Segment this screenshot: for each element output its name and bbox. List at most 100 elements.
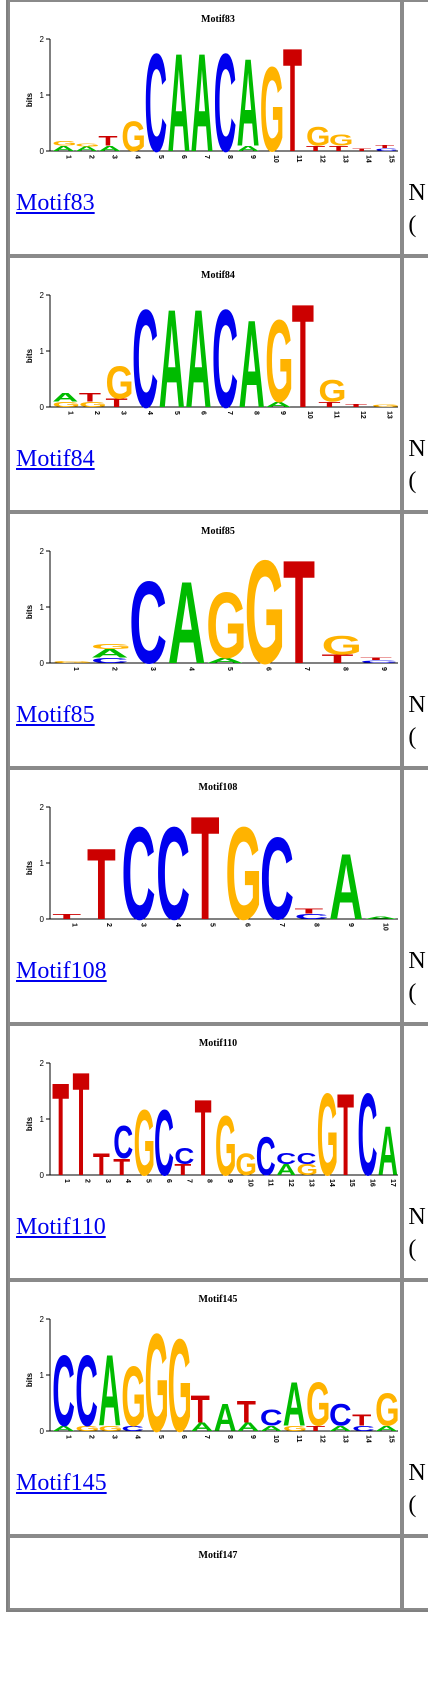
- logo-letter-a: A: [185, 280, 211, 422]
- logo-letter-a: A: [283, 1370, 306, 1439]
- motif-logo-cell: Motif108 0 1 2 bits T 1 T 2 C 3 C 4 T 5 G 6 C 7 C T 8 A 9 A 10 Mot…: [8, 768, 402, 1024]
- x-tick-label: 9: [279, 411, 286, 415]
- logo-letter-c: C: [154, 1091, 174, 1190]
- motif-logo-cell: Motif84 0 1 2 bits G A 1 G T 2 T G 3 C 4 A 5 A 6 C 7 A 8 A G 9 T 10 T…: [8, 256, 402, 512]
- motif-link[interactable]: Motif110: [16, 1214, 106, 1241]
- logo-letter-c: C: [113, 1117, 133, 1169]
- x-tick-label: 13: [307, 1179, 314, 1187]
- motif-info-cell: N(: [402, 0, 428, 256]
- x-tick-label: 6: [165, 1179, 172, 1183]
- logo-letter-t: T: [93, 1148, 110, 1183]
- y-axis-label: bits: [25, 860, 34, 875]
- y-tick-label: 1: [40, 91, 45, 100]
- logo-letter-g: G: [235, 1148, 257, 1183]
- motif-logo-cell: Motif83 0 1 2 bits A G 1 A G 2 A T 3 G 4 C 5 A 6 A 7 C 8 A A 9 G 10 T…: [8, 0, 402, 256]
- motif-link[interactable]: Motif85: [16, 702, 95, 729]
- logo-letter-a: A: [159, 280, 185, 422]
- logo-letter-t: T: [352, 1412, 371, 1429]
- logo-letter-c: C: [357, 1069, 377, 1190]
- logo-letter-a: A: [98, 1334, 121, 1446]
- logo-letter-a: A: [237, 34, 260, 166]
- logo-letter-a: A: [52, 391, 78, 404]
- x-tick-label: 7: [203, 1435, 210, 1439]
- motif-row: Motif84 0 1 2 bits G A 1 G T 2 T G 3 C 4 A 5 A 6 C 7 A 8 A G 9 T 10 T…: [8, 256, 428, 512]
- motif-row: Motif145 0 1 2 bits A C 1 G C 2 G A 3 C G 4 G 5 G 6 A T 7 A 8 A T 9 A…: [8, 1280, 428, 1536]
- logo-letter-g: G: [321, 630, 362, 661]
- motif-info-cell: N(: [402, 512, 428, 768]
- x-tick-label: 7: [226, 411, 233, 415]
- motif-row: Motif83 0 1 2 bits A G 1 A G 2 A T 3 G 4 C 5 A 6 A 7 C 8 A A 9 G 10 T…: [8, 0, 428, 256]
- x-tick-label: 5: [145, 1179, 152, 1183]
- x-tick-label: 17: [389, 1179, 396, 1187]
- logo-letter-a: A: [364, 916, 398, 920]
- x-tick-label: 1: [70, 923, 77, 927]
- logo-letter-t: T: [295, 906, 324, 915]
- logo-letter-g: G: [317, 1069, 339, 1190]
- logo-letter-g: G: [329, 132, 353, 149]
- x-tick-label: 4: [134, 1435, 141, 1439]
- sequence-logo-svg: Motif147: [18, 1544, 400, 1702]
- logo-letter-t: T: [52, 1057, 69, 1190]
- sequence-logo-svg: Motif84012bitsGA1GT2TG3 C4 A5 A6 C7 A8AG9 T10T…: [18, 264, 400, 422]
- logo-letter-t: T: [52, 912, 81, 921]
- motif-link[interactable]: Motif83: [16, 190, 95, 217]
- y-tick-label: 2: [40, 291, 45, 300]
- clipped-info-line-2: (: [408, 977, 425, 1009]
- motif-logo-cell: Motif85 0 1 2 bits G 1 C A G 2 C 3 A 4 A G 5 G 6 T 7 T G 8 C T 9 Mot…: [8, 512, 402, 768]
- motif-table-wrapper: Motif83 0 1 2 bits A G 1 A G 2 A T 3 G 4 C 5 A 6 A 7 C 8 A A 9 G 10 T…: [6, 0, 428, 1612]
- logo-letter-a: A: [191, 25, 214, 166]
- logo-letter-t: T: [360, 657, 392, 661]
- y-tick-label: 0: [40, 659, 45, 668]
- motif-row: Motif110 0 1 2 bits T 1 T 2 T 3 T C 4 G 5 C 6 T C 7 T 8 G 9 G 10 C 1…: [8, 1024, 428, 1280]
- x-tick-label: 1: [65, 1435, 72, 1439]
- logo-letter-g: G: [318, 374, 346, 409]
- logo-letter-g: G: [91, 642, 132, 651]
- x-tick-label: 15: [387, 155, 394, 163]
- y-tick-label: 2: [40, 1059, 45, 1068]
- x-tick-label: 5: [209, 923, 216, 927]
- x-tick-label: 6: [180, 1435, 187, 1439]
- x-tick-label: 1: [63, 1179, 70, 1183]
- sequence-logo: Motif85 0 1 2 bits G 1 C A G 2 C 3 A 4 A G 5 G 6 T 7 T G 8 C T 9: [18, 520, 400, 678]
- motif-info-cell: N(: [402, 768, 428, 1024]
- logo-letter-g: G: [306, 1370, 330, 1439]
- x-tick-label: 8: [253, 411, 260, 415]
- logo-letter-c: C: [260, 813, 294, 934]
- sequence-logo: Motif83 0 1 2 bits A G 1 A G 2 A T 3 G 4 C 5 A 6 A 7 C 8 A A 9 G 10 T…: [18, 8, 400, 166]
- logo-letter-a: A: [214, 1397, 237, 1440]
- logo-letter-t: T: [337, 1069, 354, 1190]
- clipped-info-text: N(: [408, 1457, 425, 1521]
- motif-info-cell: N(: [402, 1280, 428, 1536]
- x-tick-label: 7: [185, 1179, 192, 1183]
- clipped-info-line-2: (: [408, 209, 425, 241]
- motif-link[interactable]: Motif84: [16, 446, 95, 473]
- x-tick-label: 5: [157, 1435, 164, 1439]
- y-tick-label: 1: [40, 603, 45, 612]
- motif-info-cell: [402, 1536, 428, 1610]
- logo-letter-c: C: [276, 1150, 296, 1167]
- x-tick-label: 7: [278, 923, 285, 927]
- motif-link[interactable]: Motif145: [16, 1470, 107, 1497]
- logo-letter-c: C: [212, 280, 238, 422]
- logo-letter-t: T: [292, 274, 314, 422]
- y-tick-label: 0: [40, 1427, 45, 1436]
- motif-link[interactable]: Motif108: [16, 958, 107, 985]
- x-tick-label: 6: [199, 411, 206, 415]
- x-tick-label: 7: [203, 155, 210, 159]
- x-tick-label: 14: [328, 1179, 335, 1187]
- sequence-logo-svg: Motif85012bitsG1CAG2 C3 A4AG5 G6 T7TG8CT9: [18, 520, 400, 678]
- x-tick-label: 13: [341, 155, 348, 163]
- x-tick-label: 9: [249, 1435, 256, 1439]
- motif-table: Motif83 0 1 2 bits A G 1 A G 2 A T 3 G 4 C 5 A 6 A 7 C 8 A A 9 G 10 T…: [6, 0, 428, 1612]
- motif-info-cell: N(: [402, 256, 428, 512]
- logo-letter-g: G: [121, 112, 145, 160]
- logo-letter-c: C: [260, 1404, 283, 1430]
- logo-letter-g: G: [265, 297, 293, 422]
- x-tick-label: 4: [174, 923, 181, 927]
- x-tick-label: 3: [104, 1179, 111, 1183]
- x-tick-label: 12: [287, 1179, 294, 1187]
- x-tick-label: 5: [157, 155, 164, 159]
- x-tick-label: 12: [359, 411, 366, 419]
- logo-letter-t: T: [79, 391, 102, 404]
